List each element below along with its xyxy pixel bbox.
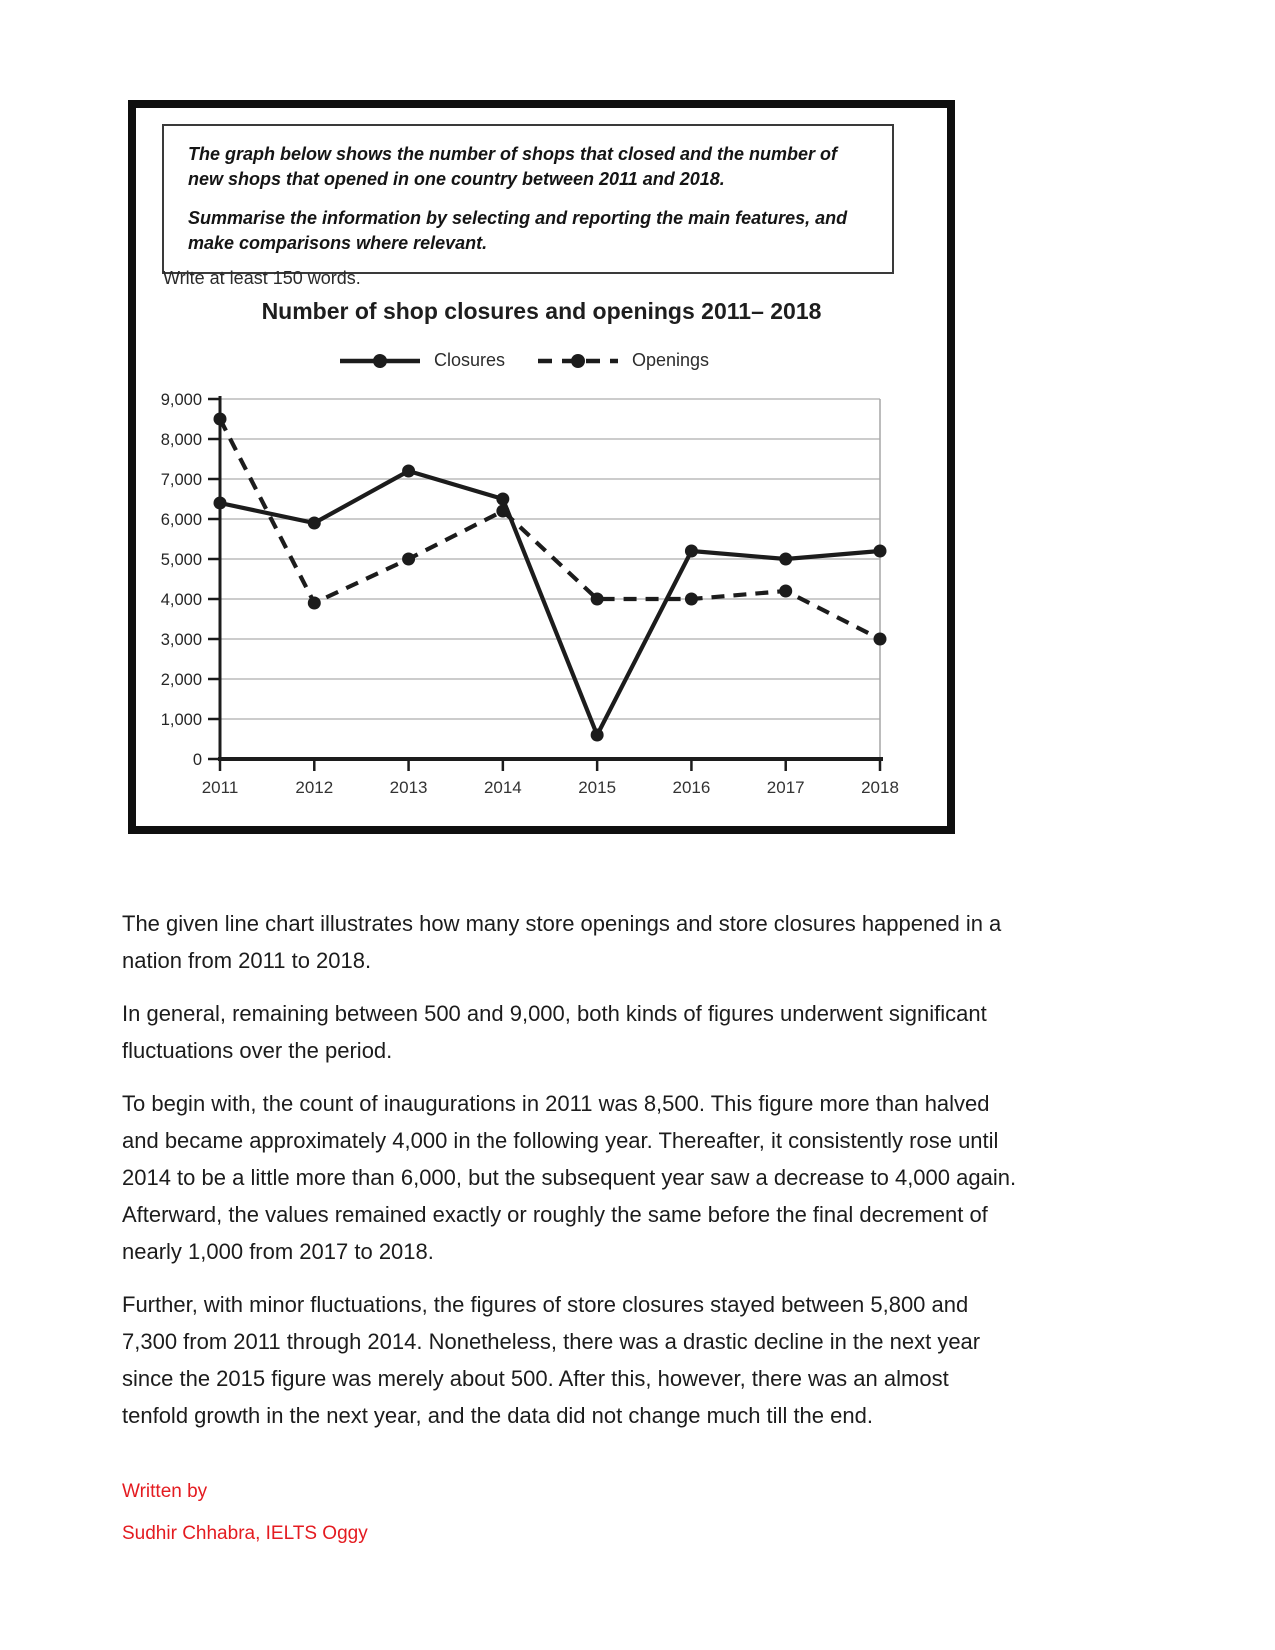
task-instruction-box: The graph below shows the number of shop… [162, 124, 894, 274]
chart-title: Number of shop closures and openings 201… [261, 298, 822, 324]
svg-text:2011: 2011 [202, 778, 239, 797]
author-footer: Written by Sudhir Chhabra, IELTS Oggy [122, 1478, 368, 1562]
openings-legend-swatch [537, 353, 618, 368]
svg-text:4,000: 4,000 [161, 591, 202, 609]
essay-paragraph-1: The given line chart illustrates how man… [122, 911, 1002, 973]
svg-text:1,000: 1,000 [161, 711, 202, 729]
legend-label-openings: Openings [631, 350, 710, 370]
written-by-label: Written by [122, 1481, 208, 1502]
chart-legend: Closures Openings [128, 350, 918, 371]
svg-text:2016: 2016 [673, 778, 711, 797]
essay-paragraph-3: To begin with, the count of inauguration… [122, 1091, 1017, 1264]
essay-paragraph-4: Further, with minor fluctuations, the fi… [122, 1292, 981, 1428]
svg-text:7,000: 7,000 [161, 471, 202, 489]
essay-body: The given line chart illustrates how man… [122, 905, 1202, 1450]
closures-legend-swatch [339, 353, 420, 368]
svg-text:2017: 2017 [767, 778, 805, 797]
task-paragraph-2: Summarise the information by selecting a… [188, 208, 848, 253]
svg-text:6,000: 6,000 [161, 511, 202, 529]
svg-text:2012: 2012 [295, 778, 333, 797]
svg-text:2013: 2013 [390, 778, 428, 797]
svg-text:0: 0 [193, 751, 202, 769]
svg-text:2,000: 2,000 [161, 671, 202, 689]
legend-item-openings: Openings [535, 350, 709, 371]
svg-text:8,000: 8,000 [161, 431, 202, 449]
line-chart: 0 1,000 2,000 3,000 4,000 5,000 6,000 7,000 8,00… [161, 391, 899, 797]
legend-label-closures: Closures [433, 350, 505, 370]
svg-text:5,000: 5,000 [161, 551, 202, 569]
essay-paragraph-2: In general, remaining between 500 and 9,… [122, 1001, 987, 1063]
svg-text:2015: 2015 [578, 778, 616, 797]
author-name: Sudhir Chhabra, IELTS Oggy [122, 1523, 368, 1544]
svg-text:2014: 2014 [484, 778, 522, 797]
svg-text:3,000: 3,000 [161, 631, 202, 649]
svg-text:2018: 2018 [861, 778, 899, 797]
word-count-note: Write at least 150 words. [163, 268, 361, 288]
task-paragraph-1: The graph below shows the number of shop… [188, 144, 838, 189]
svg-text:9,000: 9,000 [161, 391, 202, 409]
legend-item-closures: Closures [337, 350, 505, 371]
